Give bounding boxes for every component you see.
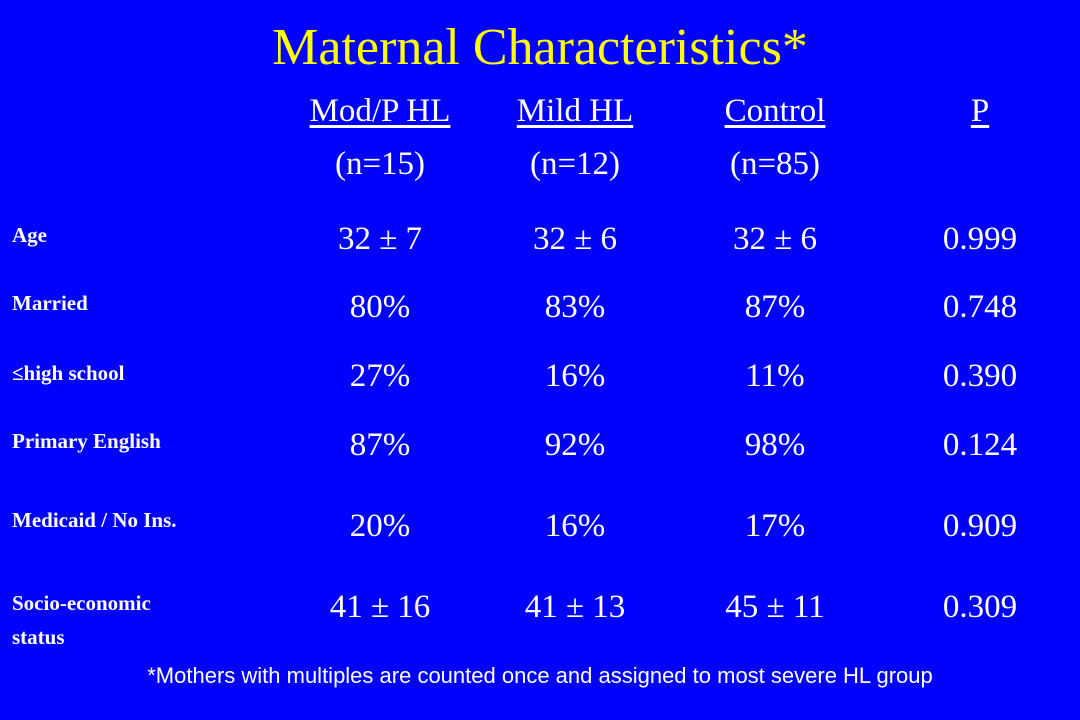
table-cell: 0.390 xyxy=(942,358,1018,394)
column-header-control: Control xyxy=(724,93,826,129)
table-cell: 11% xyxy=(745,358,805,394)
table-cell: 41 ± 16 xyxy=(329,589,431,625)
row-label-high-school: ≤high school xyxy=(12,361,125,385)
row-label-medicaid: Medicaid / No Ins. xyxy=(12,508,177,532)
table-cell: 80% xyxy=(349,289,411,325)
table-cell: 83% xyxy=(544,289,606,325)
table-cell: 16% xyxy=(544,508,606,544)
table-cell: 0.124 xyxy=(942,427,1018,463)
table-cell: 0.909 xyxy=(942,508,1018,544)
table-cell: 0.748 xyxy=(942,289,1018,325)
slide-title: Maternal Characteristics* xyxy=(272,19,808,76)
row-label-age: Age xyxy=(12,223,47,247)
table-cell: 98% xyxy=(744,427,806,463)
column-n-mod-p-hl: (n=15) xyxy=(334,146,426,182)
column-n-control: (n=85) xyxy=(729,146,821,182)
table-cell: 92% xyxy=(544,427,606,463)
column-n-mild-hl: (n=12) xyxy=(529,146,621,182)
table-cell: 27% xyxy=(349,358,411,394)
table-cell: 32 ± 7 xyxy=(337,221,423,257)
table-cell: 0.309 xyxy=(942,589,1018,625)
table-cell: 32 ± 6 xyxy=(532,221,618,257)
row-label-primary-english: Primary English xyxy=(12,429,161,453)
table-cell: 16% xyxy=(544,358,606,394)
column-header-p-value: P xyxy=(970,93,990,129)
row-label-socio-economic-line2: status xyxy=(12,625,65,649)
row-label-married: Married xyxy=(12,291,88,315)
table-cell: 87% xyxy=(744,289,806,325)
table-cell: 87% xyxy=(349,427,411,463)
footnote: *Mothers with multiples are counted once… xyxy=(147,663,933,688)
table-cell: 41 ± 13 xyxy=(524,589,626,625)
column-header-mod-p-hl: Mod/P HL xyxy=(309,93,451,129)
table-cell: 17% xyxy=(744,508,806,544)
table-cell: 32 ± 6 xyxy=(732,221,818,257)
table-cell: 0.999 xyxy=(942,221,1018,257)
table-cell: 20% xyxy=(349,508,411,544)
table-cell: 45 ± 11 xyxy=(725,589,825,625)
row-label-socio-economic: Socio-economic xyxy=(12,591,151,615)
column-header-mild-hl: Mild HL xyxy=(516,93,634,129)
